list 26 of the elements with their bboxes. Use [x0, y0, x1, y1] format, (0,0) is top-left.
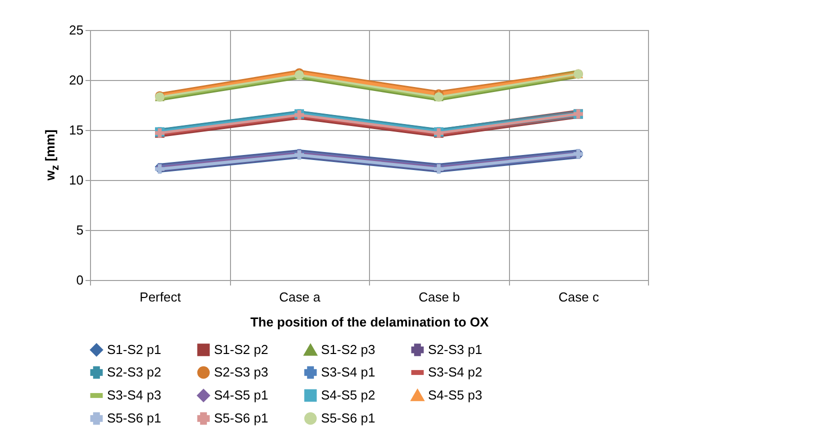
x-tick-label: Perfect [140, 290, 182, 304]
legend-label: S4-S5 p3 [428, 388, 482, 402]
y-tick-label: 5 [76, 222, 84, 238]
legend-label: S3-S4 p2 [428, 364, 482, 380]
legend-label: S5-S6 p1 [214, 410, 268, 426]
x-tick-label: Case a [279, 290, 322, 304]
legend-label: S3-S4 p3 [107, 388, 162, 402]
x-tick-label: Case c [558, 290, 600, 304]
legend-label: S4-S5 p2 [321, 388, 376, 402]
legend-label: S4-S5 p1 [214, 388, 268, 402]
legend-label: S5-S6 p1 [321, 410, 376, 426]
legend-label: S5-S6 p1 [107, 410, 162, 426]
legend-label: S1-S2 p2 [214, 342, 268, 357]
legend-label: S2-S3 p1 [428, 342, 482, 357]
legend-label: S3-S4 p1 [321, 364, 376, 380]
legend-label: S1-S2 p3 [321, 342, 376, 358]
legend-label: S2-S3 p3 [214, 364, 268, 380]
y-tick-label: 25 [69, 22, 84, 38]
x-axis-title: The position of the delamination to OX [250, 314, 489, 330]
x-tick-label: Case b [418, 290, 460, 304]
y-tick-label: 10 [69, 172, 84, 188]
y-tick-label: 0 [76, 272, 84, 288]
legend-label: S2-S3 p2 [107, 364, 162, 380]
y-tick-label: 15 [69, 122, 84, 138]
y-tick-label: 20 [69, 72, 84, 88]
legend-label: S1-S2 p1 [107, 342, 162, 357]
